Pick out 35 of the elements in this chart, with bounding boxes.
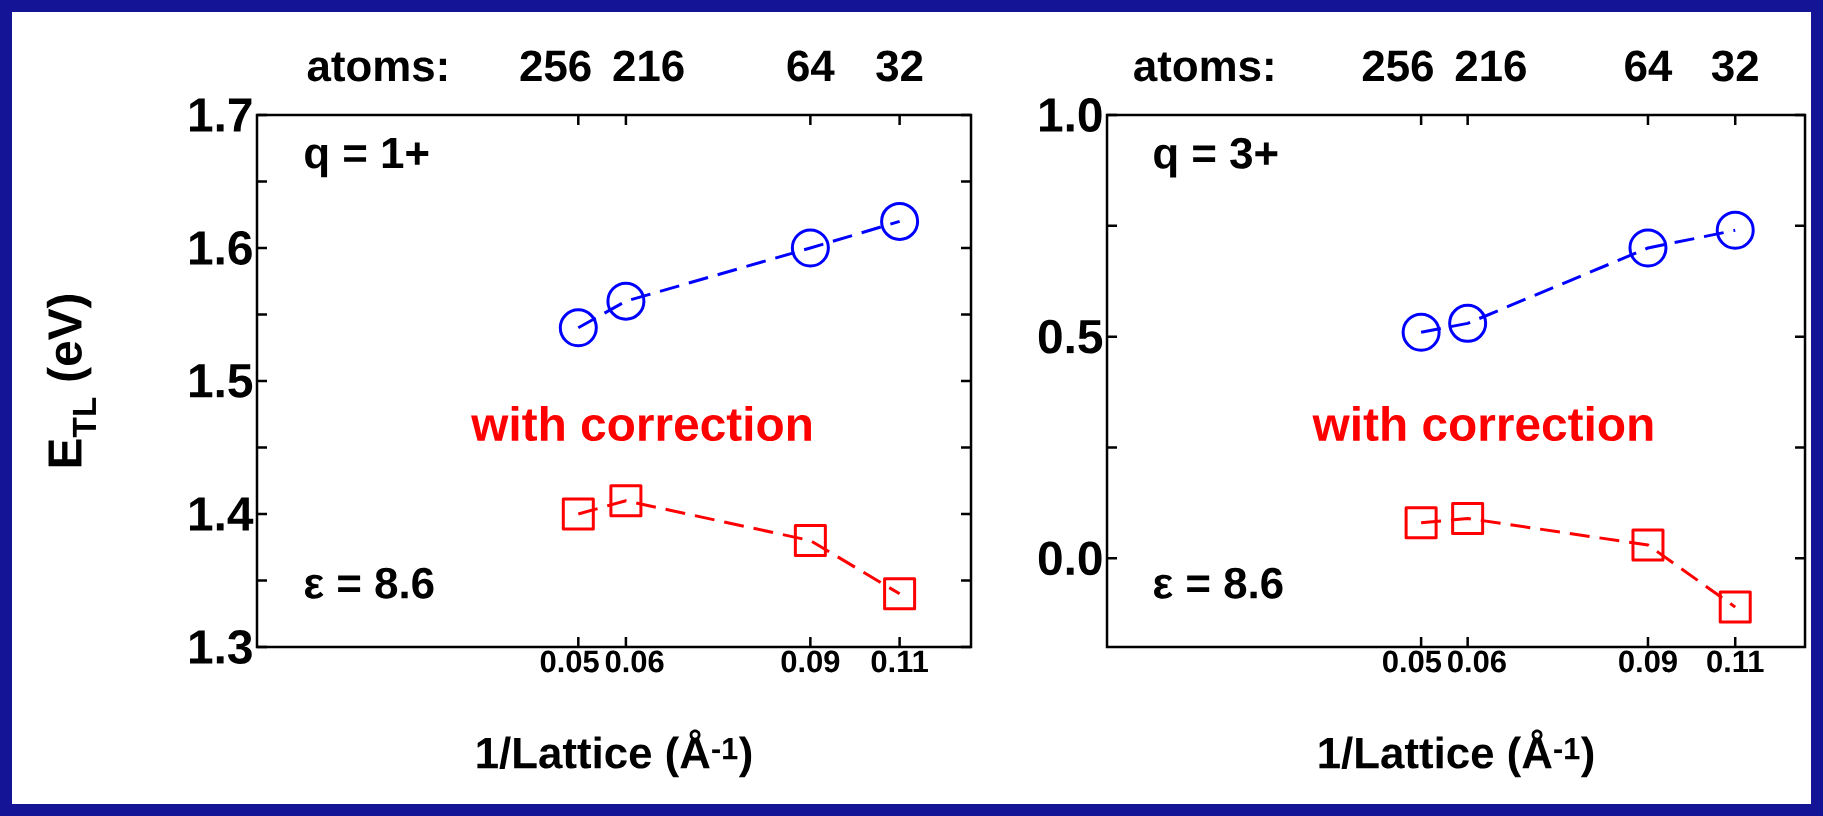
y-tick-label: 0.0 (1038, 541, 1102, 576)
annotation: ε = 8.6 (305, 567, 434, 599)
annotation: with correction (1312, 405, 1653, 442)
annotation: 256 (520, 50, 591, 82)
annotation: 216 (1455, 50, 1526, 82)
annotation: 32 (1711, 50, 1758, 82)
y-tick-label: 1.6 (190, 231, 252, 265)
text: atoms: (307, 52, 446, 82)
y-tick-label: 1.0 (1040, 98, 1102, 132)
annotation: 64 (1625, 50, 1673, 82)
annotation: ε = 8.6 (1154, 567, 1283, 599)
y-tick-label: 1.5 (190, 364, 253, 398)
x-tick-label: 0.06 (605, 650, 664, 673)
x-axis-title: 1/Lattice (Å$^{-1}$) (1319, 729, 1594, 778)
x-tick-label: 0.06 (1448, 650, 1506, 673)
text: atoms: (1134, 52, 1273, 82)
y-tick-label: 1.4 (190, 497, 254, 531)
annotation: 256 (1362, 50, 1433, 82)
x-tick-label: 0.11 (1707, 650, 1764, 673)
annotation: q = 1+ (305, 137, 429, 178)
annotation: with correction (471, 406, 811, 442)
annotation: 32 (876, 50, 923, 82)
y-tick-label: 0.5 (1038, 319, 1103, 354)
y-tick-label: 1.3 (190, 630, 252, 664)
x-tick-label: 0.11 (871, 650, 928, 673)
annotation: q = 3+ (1154, 137, 1278, 178)
y-axis-title: E$_{TL}$ (eV) (46, 294, 96, 467)
x-tick-label: 0.05 (1383, 650, 1442, 673)
x-axis-title: 1/Lattice (Å$^{-1}$) (477, 729, 752, 778)
y-tick-label: 1.7 (190, 98, 252, 132)
x-tick-label: 0.05 (540, 650, 599, 673)
x-tick-label: 0.09 (1619, 650, 1677, 673)
annotation: 64 (787, 50, 835, 82)
annotation: 216 (613, 50, 684, 82)
x-tick-label: 0.09 (781, 650, 840, 673)
